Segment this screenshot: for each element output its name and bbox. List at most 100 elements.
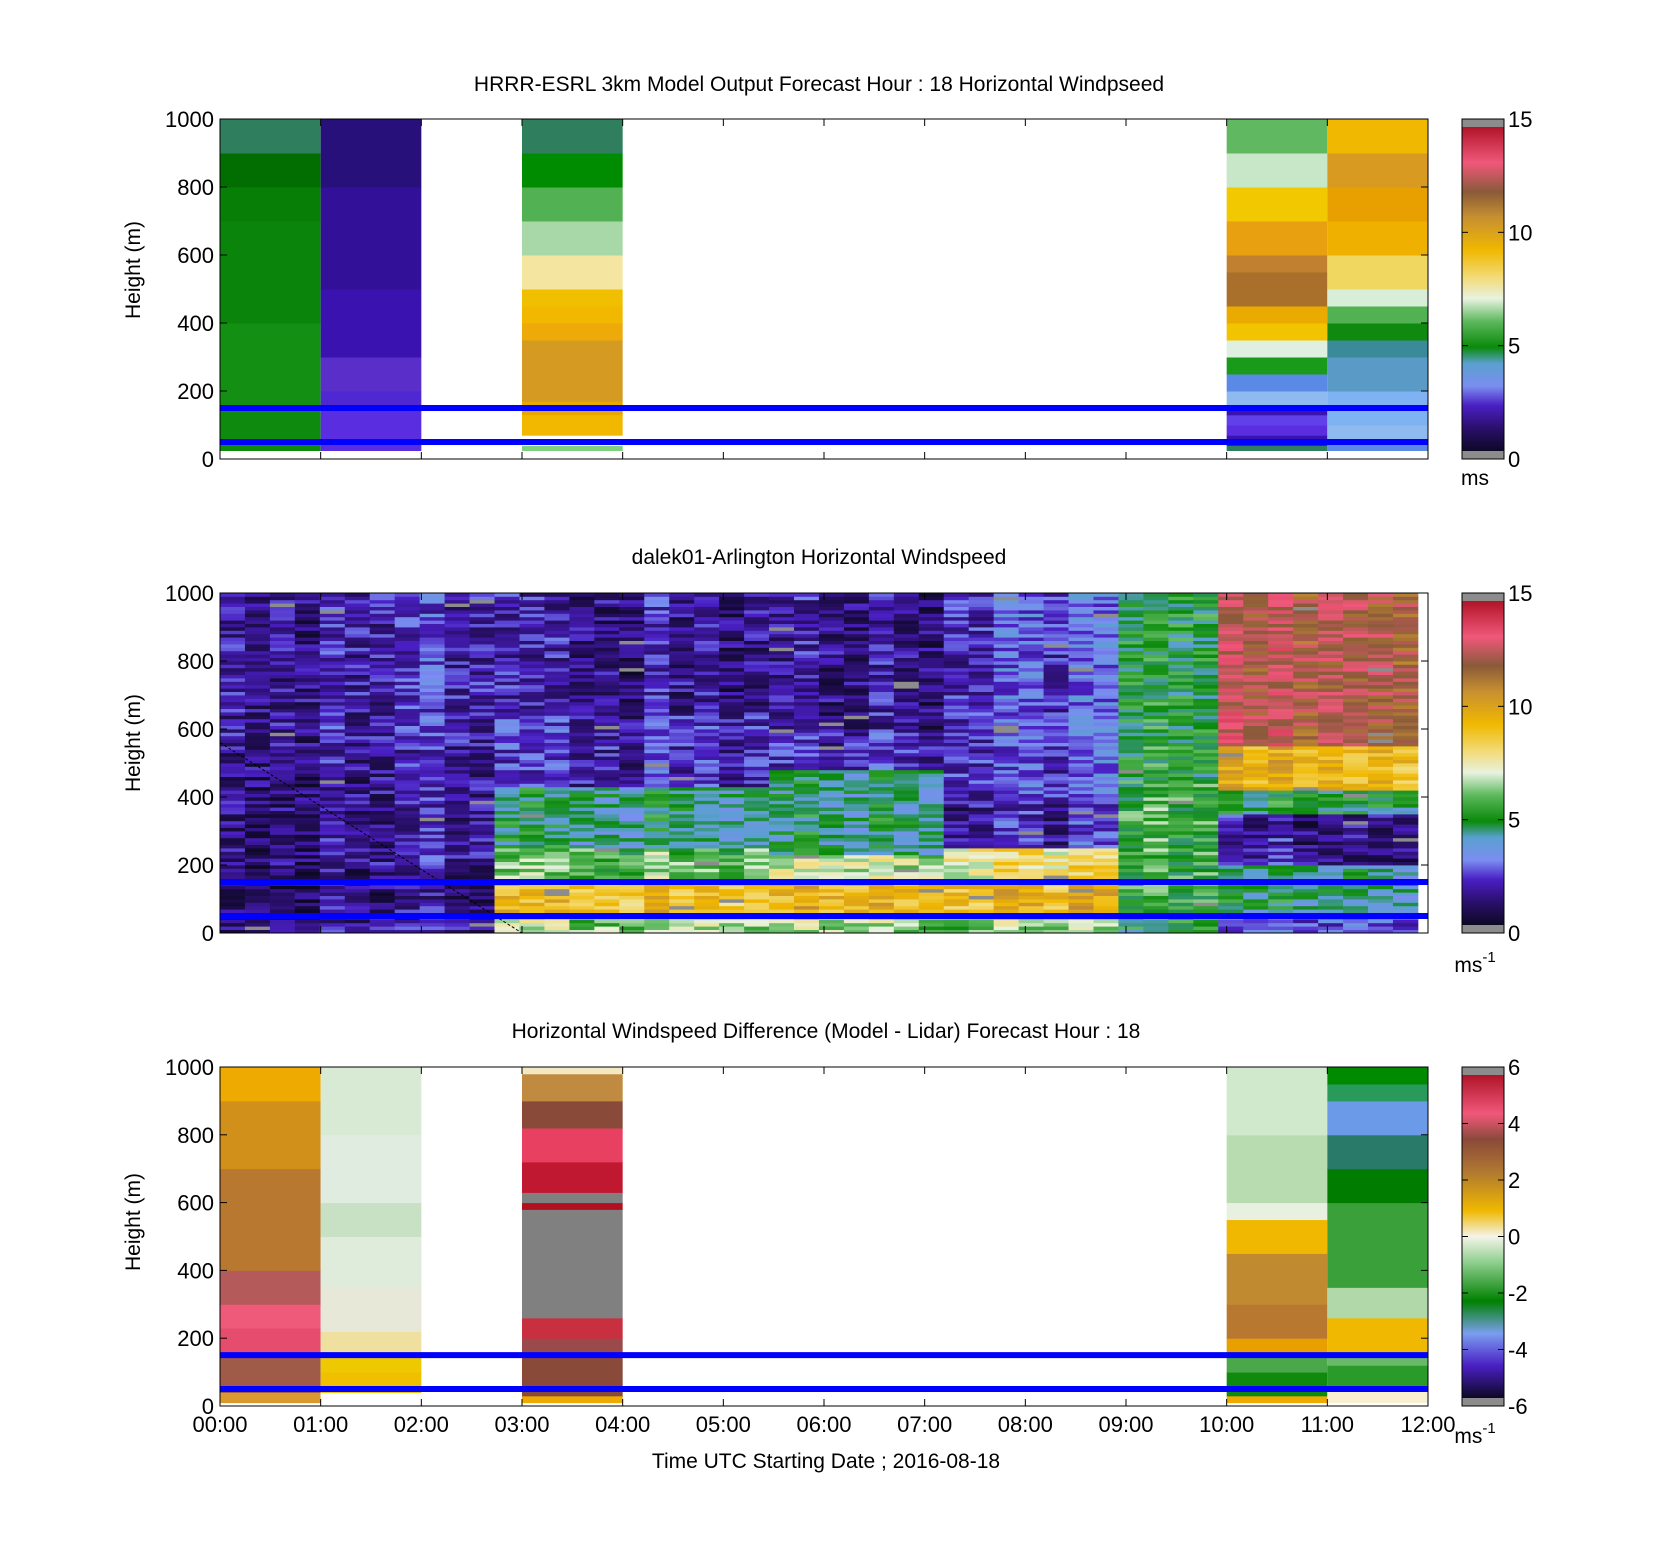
- heatmap-cell: [1218, 593, 1244, 597]
- heatmap-cell: [1068, 851, 1094, 856]
- heatmap-cell: [1118, 797, 1144, 801]
- heatmap-cell: [719, 929, 745, 934]
- heatmap-cell: [319, 695, 346, 699]
- heatmap-cell: [1218, 688, 1244, 692]
- heatmap-cell: [993, 885, 1020, 890]
- heatmap-cell: [269, 831, 296, 835]
- heatmap-cell: [394, 902, 421, 907]
- heatmap-cell: [494, 610, 520, 614]
- heatmap-cell: [893, 814, 920, 818]
- heatmap-cell: [1193, 905, 1219, 910]
- heatmap-cell: [1318, 715, 1344, 720]
- panel-title: dalek01-Arlington Horizontal Windspeed: [632, 546, 1007, 569]
- heatmap-cell: [1143, 596, 1169, 601]
- heatmap-cell: [769, 667, 795, 672]
- heatmap-cell: [569, 926, 595, 930]
- heatmap-cell: [1243, 895, 1269, 900]
- heatmap-cell: [594, 701, 620, 706]
- heatmap-cell: [1343, 851, 1369, 856]
- heatmap-cell: [544, 742, 570, 747]
- heatmap-cell: [294, 674, 321, 679]
- heatmap-cell: [1368, 698, 1394, 703]
- heatmap-cell: [394, 763, 421, 767]
- heatmap-cell: [893, 800, 920, 805]
- heatmap-cell: [1392, 623, 1419, 628]
- heatmap-cell: [569, 650, 595, 655]
- heatmap-cell: [1368, 722, 1394, 726]
- heatmap-cell: [744, 593, 770, 597]
- heatmap-cell: [1043, 599, 1069, 604]
- heatmap-cell: [569, 616, 595, 621]
- heatmap-cell: [769, 841, 795, 845]
- heatmap-cell: [1068, 783, 1094, 788]
- heatmap-cell: [968, 698, 995, 703]
- heatmap-cell: [1243, 919, 1269, 924]
- heatmap-cell: [1268, 671, 1294, 675]
- range-guide-line: [219, 742, 523, 934]
- heatmap-cell: [1093, 776, 1119, 781]
- heatmap-cell: [1043, 875, 1069, 879]
- heatmap-cell: [294, 691, 321, 696]
- heatmap-cell: [644, 664, 670, 669]
- heatmap-cell: [744, 834, 770, 839]
- heatmap-cell: [344, 678, 371, 682]
- heatmap-cell: [1392, 899, 1419, 903]
- heatmap-cell: [868, 698, 895, 703]
- heatmap-cell: [569, 865, 595, 869]
- heatmap-cell: [1293, 620, 1319, 624]
- heatmap-cell: [1392, 759, 1419, 764]
- heatmap-cell: [694, 793, 720, 798]
- heatmap-cell: [1268, 749, 1294, 754]
- heatmap-cell: [1243, 773, 1269, 777]
- heatmap-cell: [669, 647, 695, 652]
- heatmap-cell: [544, 725, 570, 730]
- heatmap-cell: [1392, 725, 1419, 730]
- heatmap-cell: [519, 790, 545, 794]
- heatmap-cell: [993, 715, 1020, 720]
- heatmap-cell: [294, 793, 321, 798]
- heatmap-cell: [893, 691, 920, 696]
- heatmap-cell: [1043, 695, 1069, 699]
- heatmap-cell: [1318, 865, 1344, 869]
- heatmap-cell: [494, 902, 520, 907]
- colorbar-gradient: [1462, 127, 1504, 451]
- heatmap-cell: [544, 650, 570, 655]
- heatmap-cell: [1268, 780, 1294, 784]
- heatmap-cell: [494, 800, 520, 805]
- heatmap-cell: [1243, 793, 1269, 798]
- heatmap-cell: [1093, 627, 1119, 631]
- heatmap-cell: [1218, 858, 1244, 862]
- heatmap-cell: [1343, 627, 1369, 631]
- heatmap-cell: [893, 929, 920, 934]
- heatmap-cell: [1343, 824, 1369, 828]
- heatmap-cell: [1118, 603, 1144, 607]
- heatmap-cell: [843, 664, 870, 669]
- heatmap-cell: [1392, 763, 1419, 767]
- heatmap-cell: [719, 688, 745, 692]
- heatmap-cell: [1243, 729, 1269, 733]
- heatmap-cell: [369, 749, 396, 754]
- heatmap-cell: [1268, 725, 1294, 730]
- heatmap-cell: [1168, 732, 1194, 737]
- heatmap-cell: [719, 919, 745, 924]
- heatmap-cell: [1343, 667, 1369, 672]
- colorbar-frame: [1461, 592, 1505, 934]
- heatmap-cell: [1168, 633, 1194, 638]
- heatmap-cell: [1168, 776, 1194, 781]
- heatmap-cell: [818, 729, 845, 733]
- heatmap-cell: [1143, 654, 1169, 658]
- heatmap-cell: [469, 732, 495, 737]
- heatmap-cell: [794, 919, 820, 924]
- heatmap-cell: [843, 725, 870, 730]
- heatmap-cell: [1268, 786, 1294, 791]
- heatmap-cell: [519, 783, 545, 788]
- heatmap-cell: [868, 705, 895, 709]
- heatmap-cell: [1093, 895, 1119, 900]
- heatmap-cell: [1168, 688, 1194, 692]
- heatmap-cell: [644, 613, 670, 618]
- heatmap-cell: [594, 705, 620, 709]
- heatmap-cell: [1193, 599, 1219, 604]
- heatmap-cell: [1093, 922, 1119, 927]
- heatmap-cell: [569, 766, 595, 771]
- heatmap-cell: [1243, 848, 1269, 852]
